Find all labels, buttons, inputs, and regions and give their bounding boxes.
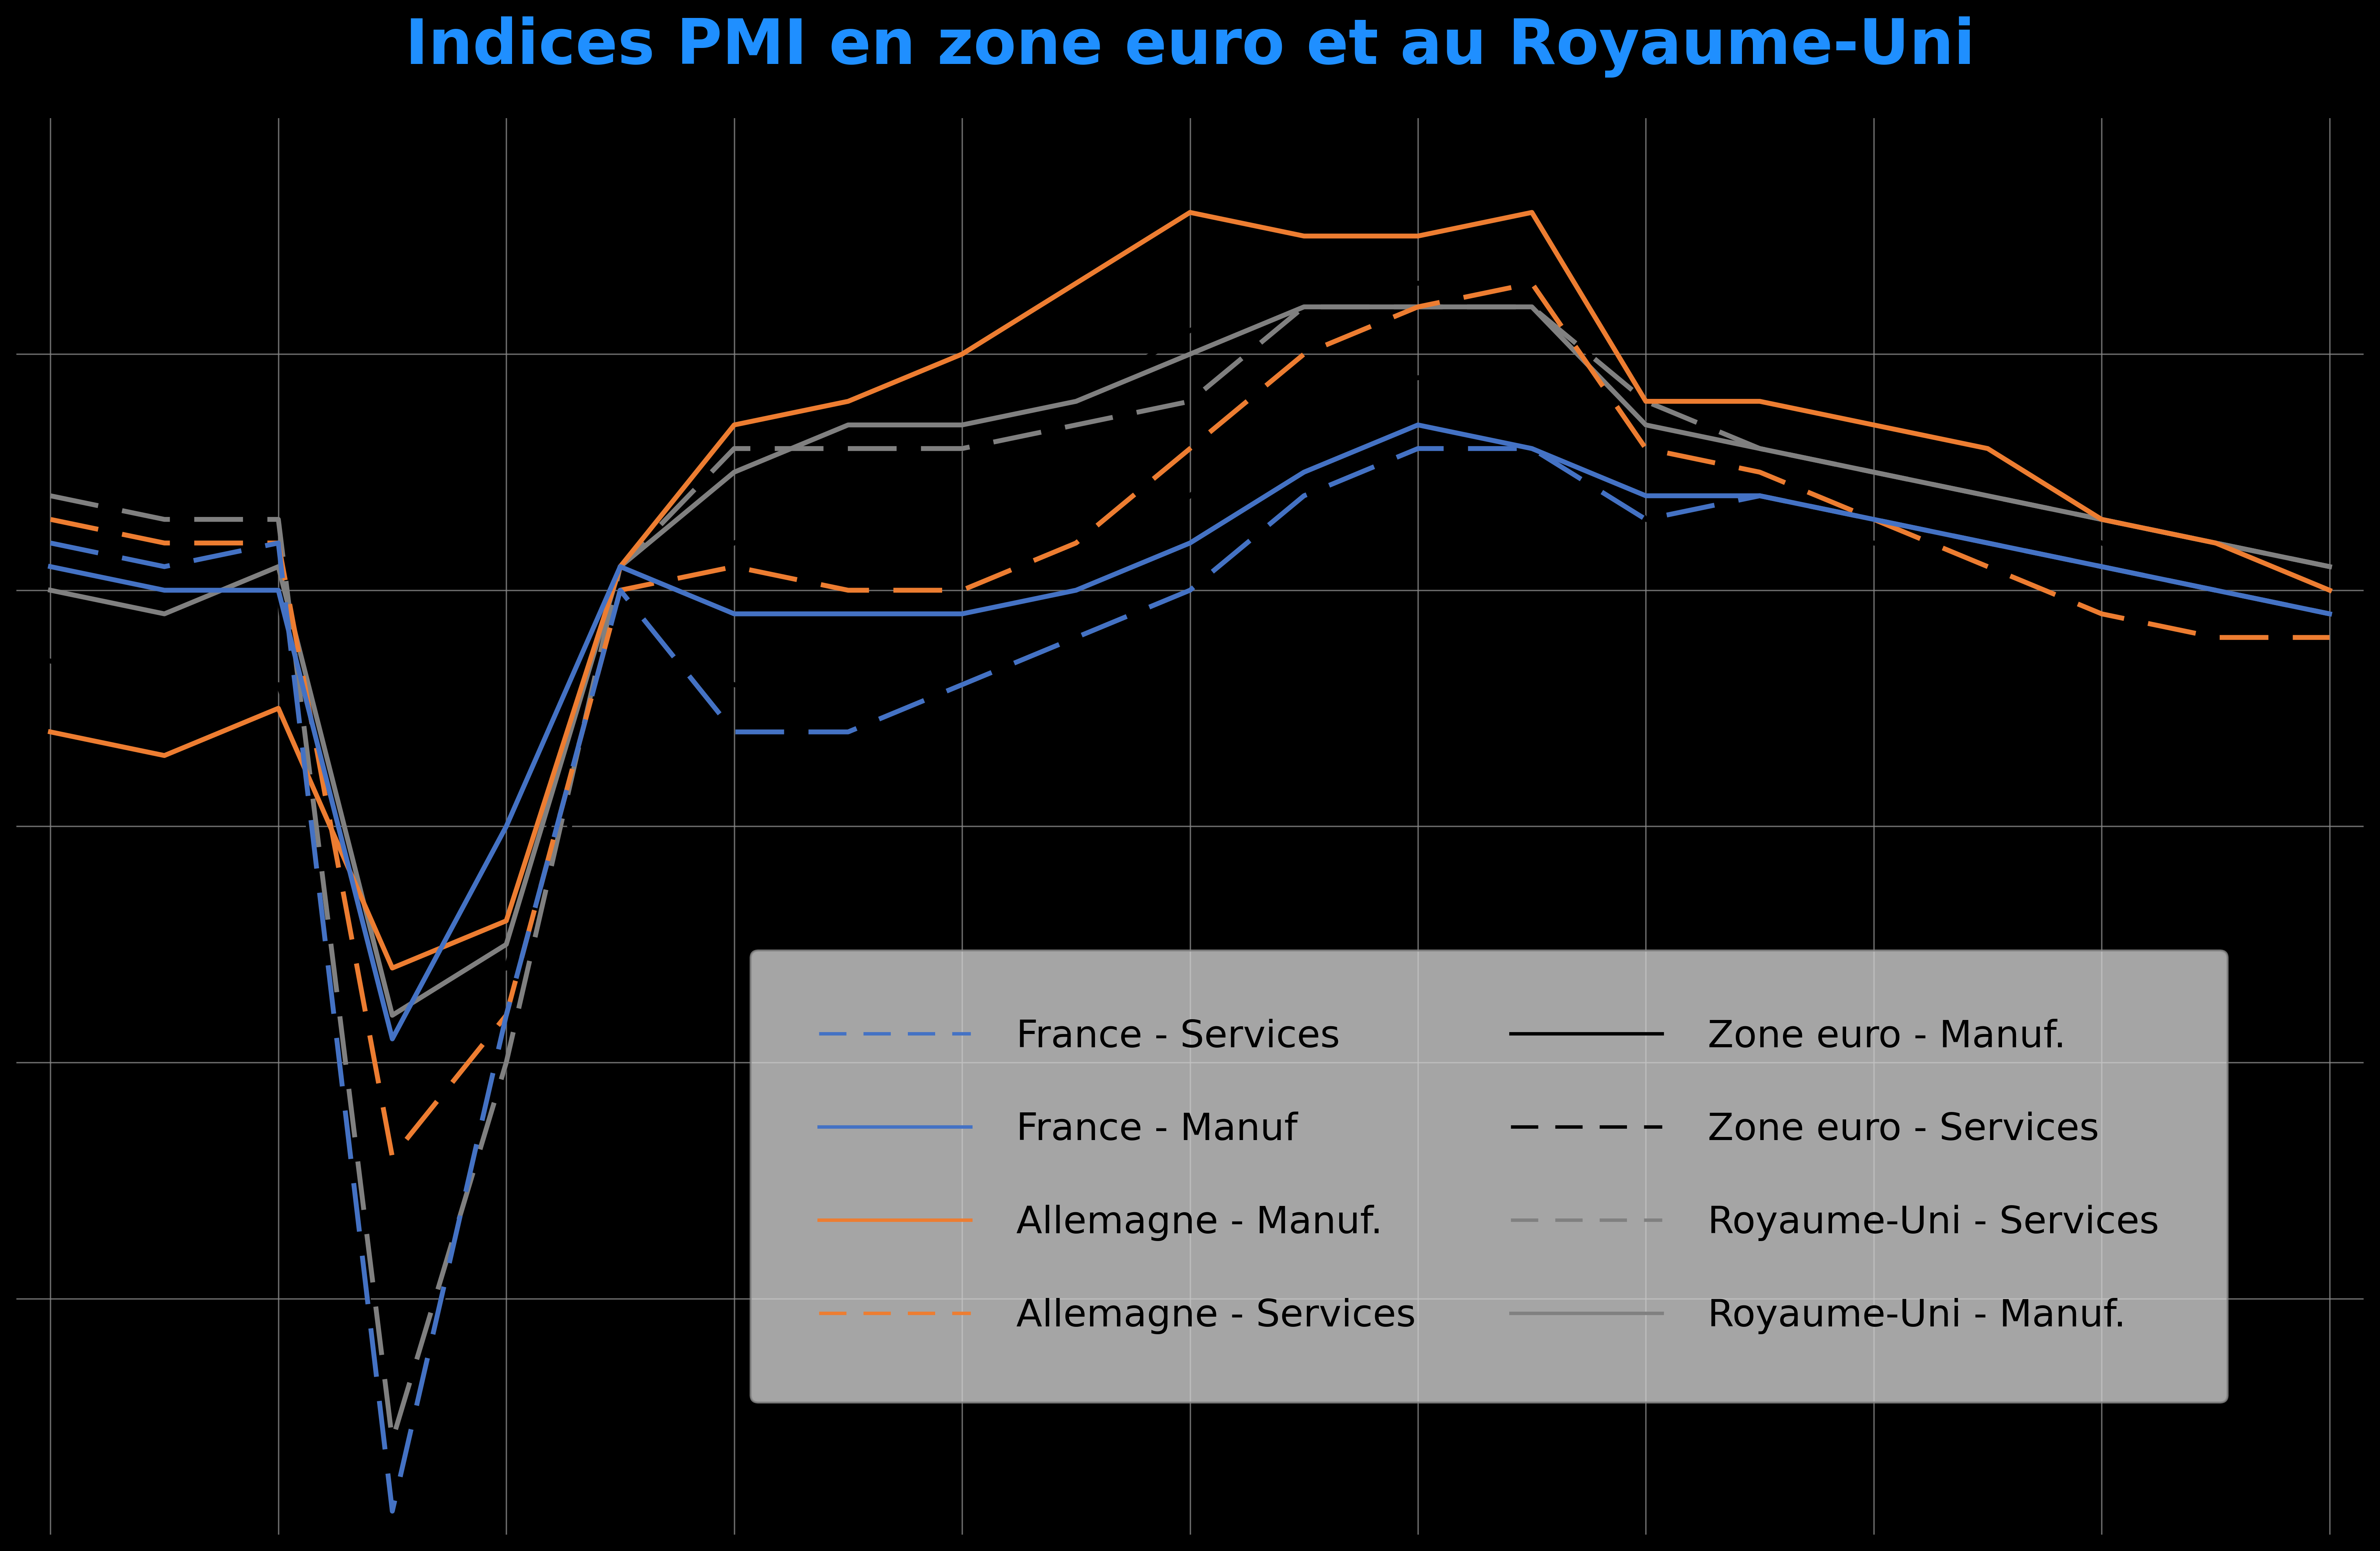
Title: Indices PMI en zone euro et au Royaume-Uni: Indices PMI en zone euro et au Royaume-U… <box>405 16 1975 78</box>
Legend: France - Services, France - Manuf, Allemagne - Manuf., Allemagne - Services, Zon: France - Services, France - Manuf, Allem… <box>750 951 2228 1402</box>
